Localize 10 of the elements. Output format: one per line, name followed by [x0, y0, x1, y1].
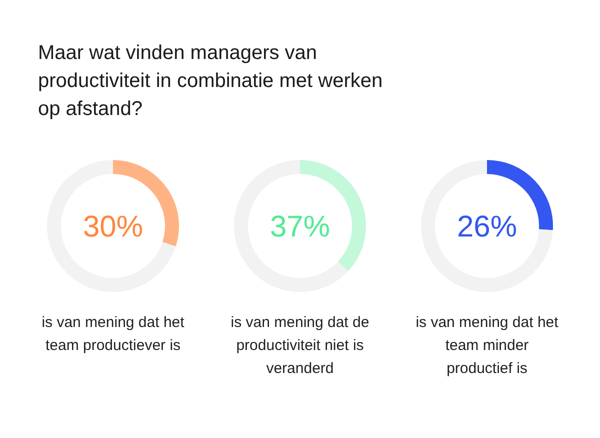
text: 30% [82, 210, 144, 244]
donut-slice [234, 160, 348, 292]
donut-slice [47, 160, 176, 292]
text: 26% [456, 210, 518, 244]
donut-slice [421, 160, 553, 292]
text: is van mening dat de productiviteit niet is veranderd [230, 314, 370, 377]
text: is van mening dat het team productiever is [42, 314, 186, 354]
text: 37% [270, 210, 330, 244]
text: is van mening dat het team minder productief is [416, 314, 560, 377]
chart-title: Maar wat vinden managers van productiviteit in combinatie met werken op afstand? [38, 42, 383, 120]
